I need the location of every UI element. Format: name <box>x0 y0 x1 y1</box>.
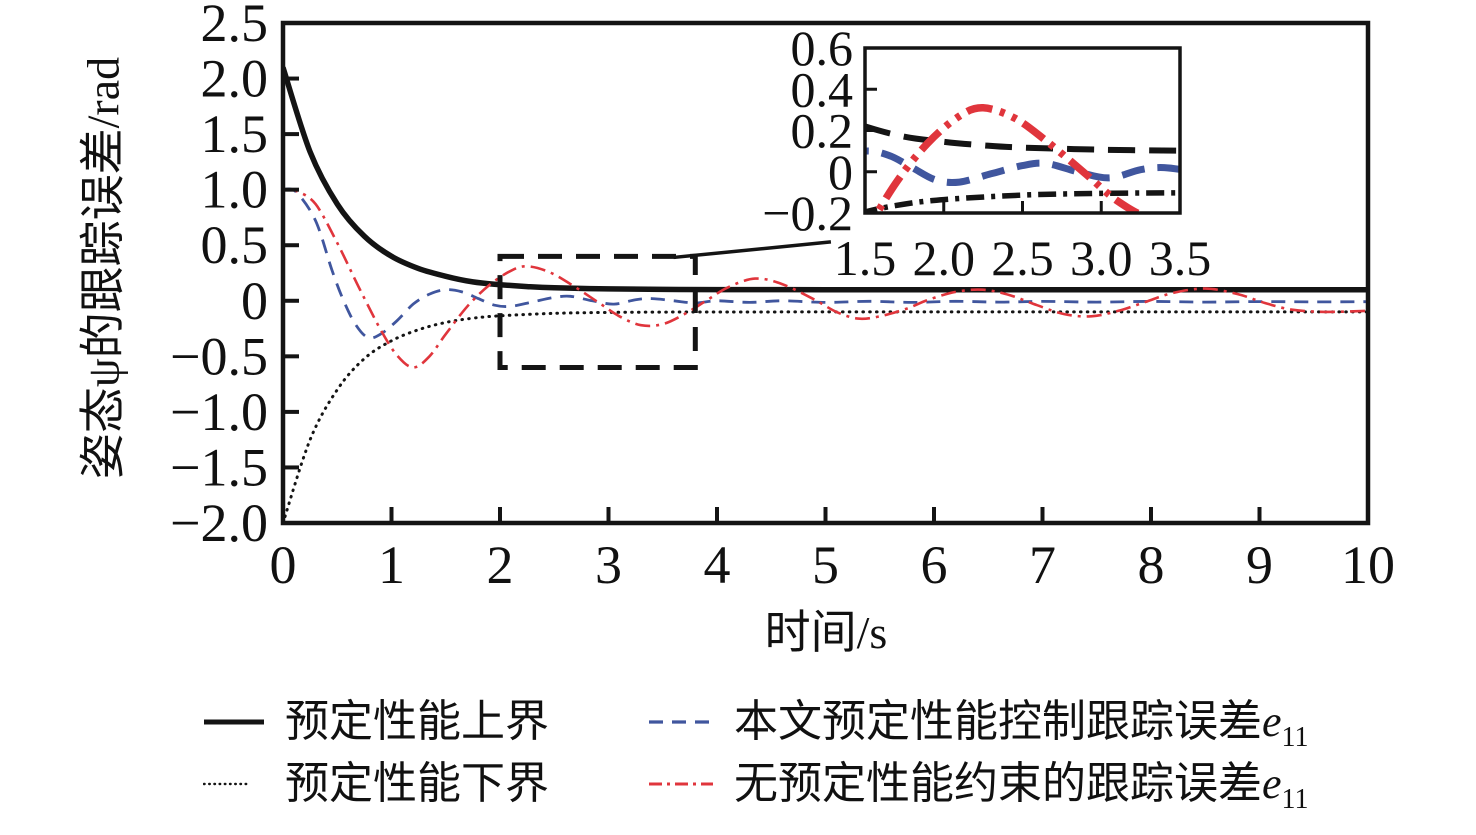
lower-bound-or-error-curve <box>283 310 1368 523</box>
inset-y-tick-label: −0.2 <box>762 185 853 241</box>
y-tick-label: −1.5 <box>170 437 268 497</box>
legend-label: 无预定性能约束的跟踪误差e11 <box>734 759 1309 815</box>
x-axis-title: 时间/s <box>764 607 888 658</box>
inset-upper-curve <box>865 123 1180 154</box>
blue-dashed-line-sample-icon <box>649 720 713 724</box>
blue-bound-or-error-curve <box>283 187 1368 340</box>
upper-bound-or-error-curve <box>283 66 1368 293</box>
inset-y-tick-label: 0.4 <box>791 61 854 117</box>
inset-x-tick-label: 2.5 <box>991 230 1054 286</box>
inset-axes: 1.5 2.0 2.5 3.0 3.5 0.60.40.20−0.2 <box>762 20 1212 286</box>
inset-x-tick-label: 1.5 <box>834 230 897 286</box>
inset-x-tick-label: 3.5 <box>1149 230 1212 286</box>
legend-label: 本文预定性能控制跟踪误差e11 <box>734 697 1309 753</box>
x-tick-label: 3 <box>595 535 622 595</box>
y-tick-label: −0.5 <box>170 326 268 386</box>
legend-item-lower-bound: 预定性能下界 <box>203 756 549 812</box>
y-tick-label: 0.5 <box>201 215 269 275</box>
y-axis-title: 姿态ψ的跟踪误差/rad <box>77 56 129 480</box>
x-tick-label: 0 <box>270 535 297 595</box>
x-tick-label: 1 <box>378 535 405 595</box>
x-tick-label: 6 <box>921 535 948 595</box>
y-tick-label: 2.5 <box>201 0 269 53</box>
x-tick-label: 2 <box>487 535 514 595</box>
x-tick-label: 9 <box>1246 535 1273 595</box>
legend-label: 预定性能上界 <box>285 697 549 746</box>
y-tick-label: 1.5 <box>201 104 269 164</box>
x-tick-label: 7 <box>1029 535 1056 595</box>
inset-x-tick-label: 3.0 <box>1070 230 1133 286</box>
zoom-region-box <box>497 253 698 370</box>
y-tick-label: −1.0 <box>170 382 268 442</box>
y-tick-label: 0 <box>241 271 268 331</box>
legend-item-upper-bound: 预定性能上界 <box>203 694 549 750</box>
callout-line <box>673 240 832 260</box>
x-tick-label: 4 <box>704 535 731 595</box>
y-tick-label: −2.0 <box>170 493 268 553</box>
y-tick-label: 2.0 <box>201 49 269 109</box>
main-axes: 0 1 2 3 4 5 6 7 8 9 102.52.01.51.00.50−0.5−1.0−1.5… <box>170 0 1395 595</box>
y-tick-label: 1.0 <box>201 160 269 220</box>
inset-y-tick-label: 0.2 <box>791 103 854 159</box>
x-tick-label: 8 <box>1138 535 1165 595</box>
legend-label: 预定性能下界 <box>285 759 549 808</box>
dotted-line-sample-icon <box>203 782 252 786</box>
solid-line-sample-icon <box>204 719 264 725</box>
inset-y-tick-label: 0.6 <box>791 20 854 76</box>
inset-y-tick-label: 0 <box>828 144 853 200</box>
red-dashdot-line-sample-icon <box>649 782 713 786</box>
inset-background <box>865 48 1180 213</box>
legend-item-unconstrained-error: 无预定性能约束的跟踪误差e11 <box>648 756 1309 815</box>
x-tick-label: 10 <box>1341 535 1395 595</box>
x-tick-label: 5 <box>812 535 839 595</box>
inset-x-tick-label: 2.0 <box>913 230 976 286</box>
legend-item-proposed-error: 本文预定性能控制跟踪误差e11 <box>648 694 1309 753</box>
